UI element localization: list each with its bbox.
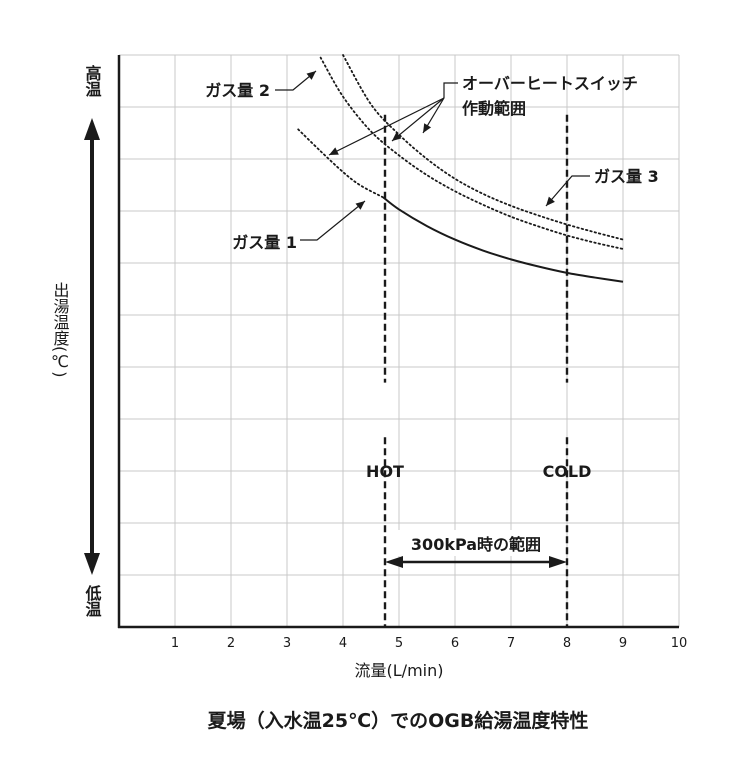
- series-line-dotted: [297, 128, 385, 199]
- overheat-leader-2: [391, 97, 445, 142]
- pressure-range-label: 300kPa時の範囲: [411, 535, 541, 554]
- x-tick-label: 6: [451, 636, 459, 651]
- overheat-switch-label-line2: 作動範囲: [462, 99, 526, 118]
- series-lines: [297, 54, 624, 283]
- gas1-leader: [300, 200, 366, 241]
- chart-title: 夏場（入水温25℃）でのOGB給湯温度特性: [208, 709, 589, 732]
- overheat-leader-1: [328, 97, 445, 156]
- gas2-leader: [275, 70, 317, 91]
- y-axis-title: 出湯温度(℃): [50, 282, 69, 377]
- annotation-leaders: [275, 70, 590, 241]
- y-axis-arrow: [84, 118, 100, 575]
- series-line-dotted: [342, 54, 624, 241]
- gas2-leader-arrowhead: [306, 71, 316, 80]
- x-tick-label: 4: [339, 636, 347, 651]
- x-tick-label: 5: [395, 636, 403, 651]
- overheat-leader-hub: [443, 82, 458, 98]
- x-tick-labels: 1 2 3 4 5 6 7 8 9 10: [171, 636, 687, 651]
- y-top-label: 高温: [83, 64, 103, 97]
- x-tick-label: 10: [671, 636, 688, 651]
- x-tick-label: 2: [227, 636, 235, 651]
- gas3-leader: [545, 175, 590, 207]
- overheat-leader-arrowhead: [423, 123, 432, 133]
- cold-marker-label: COLD: [543, 462, 592, 481]
- series-line-solid: [382, 196, 624, 283]
- vertical-markers: [383, 114, 569, 627]
- gas3-leader-arrowhead: [546, 196, 555, 206]
- x-tick-label: 1: [171, 636, 179, 651]
- grid: [119, 54, 680, 627]
- gas3-label: ガス量 3: [594, 167, 659, 186]
- overheat-switch-label-line1: オーバーヒートスイッチ: [462, 74, 638, 93]
- axes: [117, 55, 679, 629]
- x-tick-label: 9: [619, 636, 627, 651]
- x-axis-title: 流量(L/min): [355, 661, 444, 680]
- gas2-label: ガス量 2: [205, 81, 270, 100]
- overheat-leader-arrowhead: [392, 132, 402, 141]
- series-line-dotted: [319, 56, 624, 250]
- x-tick-label: 3: [283, 636, 291, 651]
- x-tick-label: 8: [563, 636, 571, 651]
- gas1-leader-arrowhead: [355, 201, 365, 210]
- gas1-label: ガス量 1: [232, 233, 297, 252]
- y-bottom-label: 低温: [83, 584, 103, 617]
- pressure-range-annotation: 300kPa時の範囲: [385, 530, 567, 568]
- overheat-leader-arrowhead: [329, 147, 339, 155]
- x-tick-label: 7: [507, 636, 515, 651]
- hot-marker-label: HOT: [366, 462, 404, 481]
